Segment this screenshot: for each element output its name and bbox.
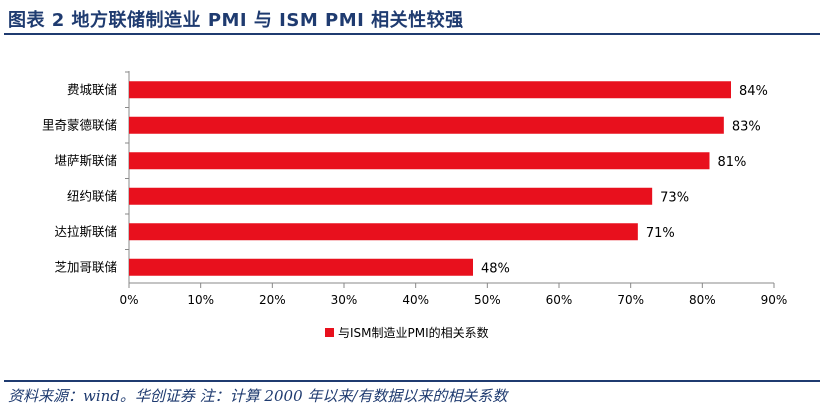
bar	[129, 81, 731, 99]
source-note: 资料来源：wind。华创证券 注：计算 2000 年以来/有数据以来的相关系数	[8, 387, 508, 405]
footer-divider	[4, 380, 820, 382]
x-tick-label: 10%	[187, 293, 214, 307]
category-label: 里奇蒙德联储	[42, 117, 117, 132]
bar-value-label: 48%	[481, 261, 510, 276]
bar	[129, 258, 473, 276]
x-tick-label: 60%	[546, 293, 573, 307]
bar	[129, 116, 724, 134]
category-label: 费城联储	[67, 82, 117, 97]
bar	[129, 223, 638, 241]
legend-swatch	[325, 328, 334, 337]
bar	[129, 187, 653, 205]
category-label: 芝加哥联储	[54, 259, 117, 274]
x-tick-label: 90%	[761, 293, 788, 307]
bar	[129, 152, 710, 170]
x-tick-label: 40%	[402, 293, 429, 307]
x-tick-label: 50%	[474, 293, 501, 307]
x-tick-label: 80%	[689, 293, 716, 307]
title-divider	[4, 33, 820, 35]
category-label: 堪萨斯联储	[54, 153, 117, 168]
category-label: 达拉斯联储	[54, 224, 117, 239]
bar-value-label: 83%	[732, 119, 761, 134]
x-tick-label: 30%	[331, 293, 358, 307]
bar-value-label: 73%	[660, 190, 689, 205]
figure-title: 图表 2 地方联储制造业 PMI 与 ISM PMI 相关性较强	[8, 10, 464, 31]
x-tick-label: 0%	[119, 293, 138, 307]
bar-value-label: 84%	[739, 84, 768, 99]
x-tick-label: 20%	[259, 293, 286, 307]
bar-value-label: 71%	[646, 226, 675, 241]
legend-label: 与ISM制造业PMI的相关系数	[338, 325, 489, 340]
category-label: 纽约联储	[67, 188, 117, 203]
x-tick-label: 70%	[617, 293, 644, 307]
bar-value-label: 81%	[718, 155, 747, 170]
